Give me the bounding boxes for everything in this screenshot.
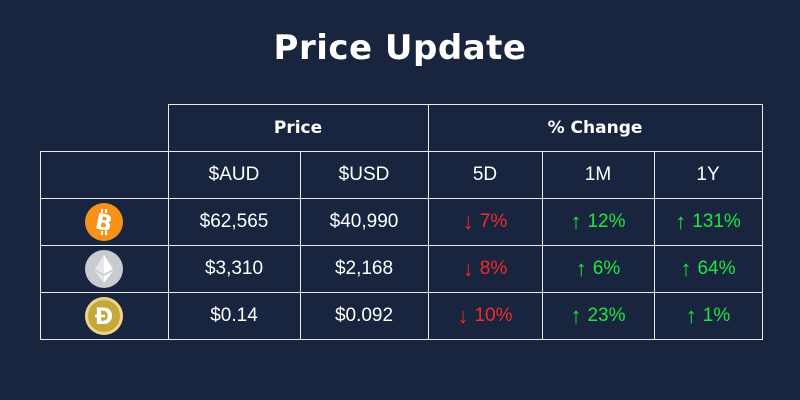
change-value: 6% [592, 257, 621, 279]
coin-cell: B [40, 198, 168, 245]
change-value: 12% [587, 210, 626, 232]
header-change-group: % Change [547, 118, 643, 138]
grid-line [40, 198, 763, 199]
change-1y: ↑ 64% [654, 245, 762, 292]
change-1m: ↑ 6% [542, 245, 654, 292]
price-usd: $0.092 [334, 304, 394, 326]
ethereum-icon [85, 249, 123, 288]
change-value: 64% [697, 257, 736, 279]
grid-line [40, 339, 763, 340]
grid-line [762, 104, 763, 340]
change-5d: ↓ 7% [428, 198, 542, 245]
price-usd: $40,990 [329, 210, 399, 232]
arrow-up-icon: ↑ [570, 208, 582, 234]
arrow-up-icon: ↑ [575, 255, 587, 281]
change-value: 7% [479, 210, 508, 232]
change-value: 131% [692, 210, 741, 232]
grid-line [40, 151, 41, 340]
change-5d: ↓ 10% [428, 292, 542, 339]
arrow-down-icon: ↓ [462, 208, 474, 234]
bitcoin-icon: B [85, 202, 123, 241]
price-aud: $0.14 [210, 304, 258, 326]
grid-line [168, 104, 169, 340]
price-usd: $2,168 [334, 257, 394, 279]
change-1m: ↑ 23% [542, 292, 654, 339]
header-5d: 5D [472, 164, 498, 185]
change-1m: ↑ 12% [542, 198, 654, 245]
header-price-group: Price [273, 118, 323, 138]
svg-text:B: B [93, 209, 114, 235]
change-value: 8% [479, 257, 508, 279]
arrow-up-icon: ↑ [685, 302, 697, 328]
grid-line [300, 151, 301, 340]
arrow-up-icon: ↑ [680, 255, 692, 281]
grid-line [542, 151, 543, 340]
dogecoin-icon: D [85, 296, 123, 335]
header-aud: $AUD [208, 164, 260, 185]
price-aud: $3,310 [204, 257, 264, 279]
grid-line [428, 104, 429, 340]
grid-line [168, 104, 763, 105]
arrow-up-icon: ↑ [570, 302, 582, 328]
change-1y: ↑ 131% [654, 198, 762, 245]
coin-cell: D [40, 292, 168, 339]
arrow-down-icon: ↓ [457, 302, 469, 328]
arrow-up-icon: ↑ [675, 208, 687, 234]
header-1y: 1Y [696, 164, 720, 185]
header-usd: $USD [338, 164, 390, 185]
change-value: 1% [702, 304, 731, 326]
grid-line [40, 245, 763, 246]
grid-line [654, 151, 655, 340]
grid-line [40, 151, 763, 152]
price-aud: $62,565 [199, 210, 269, 232]
change-value: 23% [587, 304, 626, 326]
header-1m: 1M [584, 164, 612, 185]
change-5d: ↓ 8% [428, 245, 542, 292]
grid-line [40, 292, 763, 293]
change-1y: ↑ 1% [654, 292, 762, 339]
coin-cell [40, 245, 168, 292]
arrow-down-icon: ↓ [462, 255, 474, 281]
page-title: Price Update [273, 28, 527, 68]
change-value: 10% [474, 304, 513, 326]
